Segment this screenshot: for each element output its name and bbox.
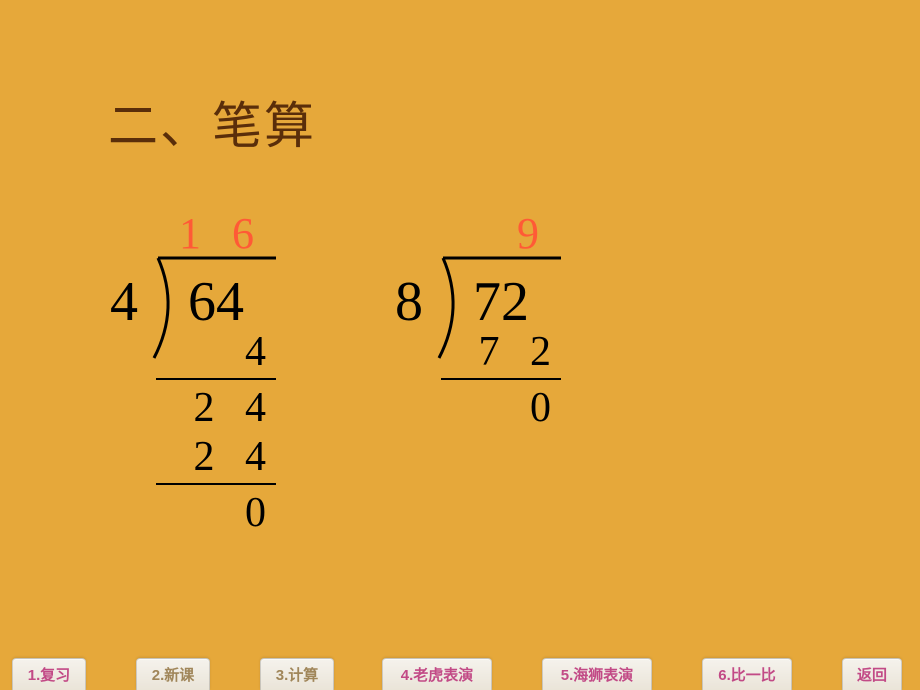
work-row: 7 2 — [441, 328, 561, 376]
work-row: 4 — [156, 328, 276, 376]
nav-button-label: 返回 — [857, 664, 887, 685]
work-row: 2 4 — [156, 384, 276, 432]
nav-button-label: 3.计算 — [276, 664, 319, 685]
division-problem: 1 646442 42 40 — [110, 200, 410, 600]
slide: 二、笔算 1 646442 42 4098727 20 1.复习2.新课3.计算… — [0, 0, 920, 690]
section-title: 二、笔算 — [108, 86, 316, 158]
nav-button-label: 5.海狮表演 — [561, 664, 634, 685]
work-row: 0 — [156, 489, 276, 537]
nav-button-label: 2.新课 — [152, 664, 195, 685]
work-row: 0 — [441, 384, 561, 432]
work-column: 4 2 42 4 0 — [156, 328, 276, 537]
nav-button[interactable]: 1.复习 — [12, 658, 86, 690]
nav-button-label: 1.复习 — [28, 664, 71, 685]
nav-button[interactable]: 2.新课 — [136, 658, 210, 690]
nav-button[interactable]: 6.比一比 — [702, 658, 792, 690]
nav-button[interactable]: 返回 — [842, 658, 902, 690]
nav-button[interactable]: 5.海狮表演 — [542, 658, 652, 690]
division-problem: 98727 20 — [395, 200, 695, 600]
subtraction-line — [156, 483, 276, 485]
nav-button[interactable]: 3.计算 — [260, 658, 334, 690]
nav-button-label: 6.比一比 — [718, 664, 776, 685]
nav-button-label: 4.老虎表演 — [401, 664, 474, 685]
nav-bar: 1.复习 2.新课 3.计算 4.老虎表演 5.海狮表演 6.比一比 返回 — [0, 652, 920, 690]
work-row: 2 4 — [156, 433, 276, 481]
subtraction-line — [156, 378, 276, 380]
subtraction-line — [441, 378, 561, 380]
nav-button[interactable]: 4.老虎表演 — [382, 658, 492, 690]
work-column: 7 20 — [441, 328, 561, 433]
